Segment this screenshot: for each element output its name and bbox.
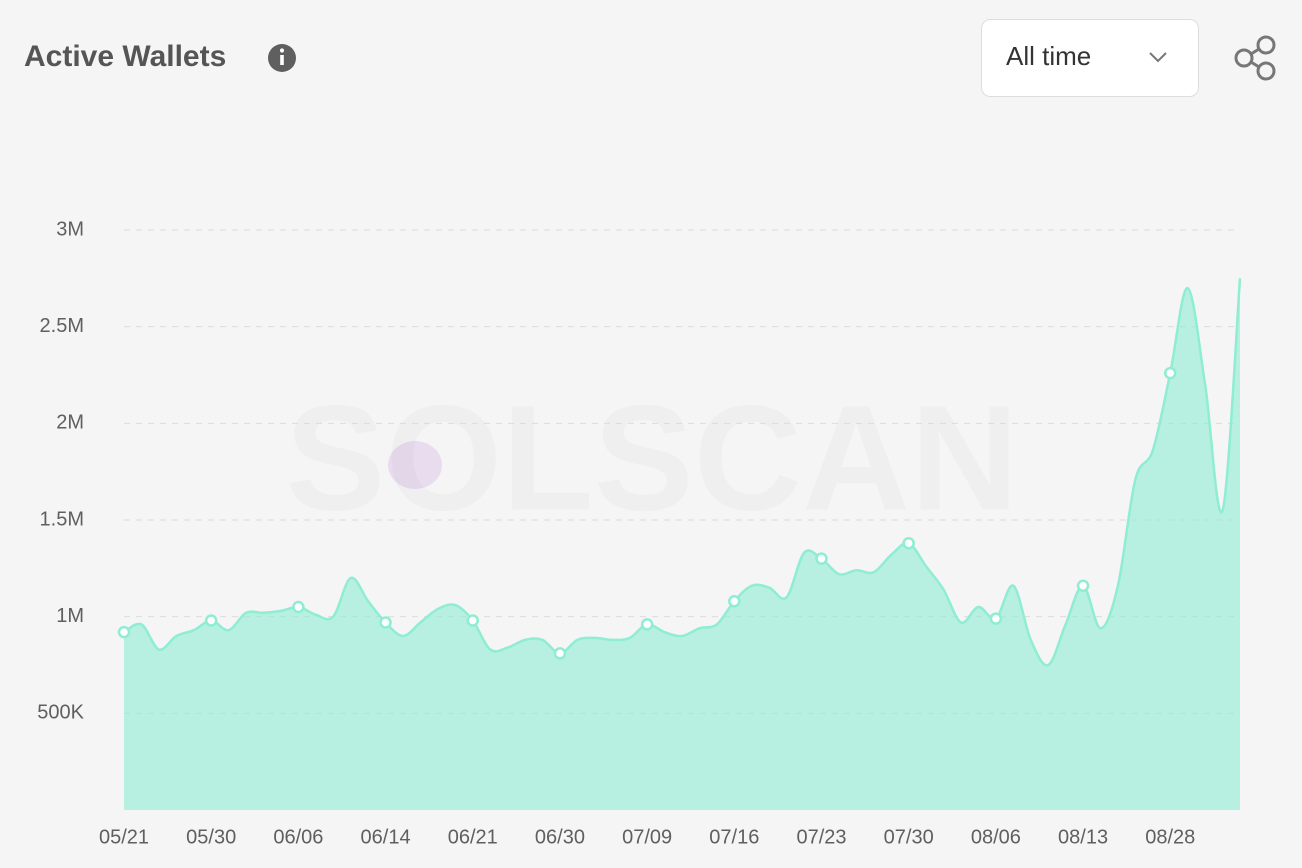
y-tick-label: 1.5M: [40, 508, 84, 530]
x-tick-label: 08/28: [1145, 826, 1195, 848]
y-tick-label: 2M: [56, 412, 84, 434]
watermark-text: SOLSCAN: [285, 374, 1018, 542]
point-marker: [1076, 579, 1090, 592]
x-tick-label: 07/30: [884, 826, 934, 848]
x-tick-label: 07/09: [622, 826, 672, 848]
y-tick-label: 500K: [37, 702, 84, 724]
y-tick-label: 3M: [56, 218, 84, 240]
range-dropdown[interactable]: All time: [981, 19, 1199, 97]
x-tick-label: 05/21: [99, 826, 149, 848]
point-marker: [204, 614, 218, 627]
x-tick-label: 06/30: [535, 826, 585, 848]
point-marker: [989, 612, 1003, 625]
watermark: SOLSCAN: [285, 374, 1018, 542]
point-marker: [815, 552, 828, 565]
x-tick-label: 08/13: [1058, 826, 1108, 848]
chart-title: Active Wallets: [24, 40, 226, 73]
point-marker: [728, 594, 741, 608]
share-button[interactable]: [1234, 35, 1276, 81]
dropdown-label: All time: [1006, 41, 1091, 71]
point-marker: [902, 536, 915, 550]
y-tick-label: 1M: [56, 605, 84, 627]
info-icon[interactable]: [268, 44, 296, 72]
point-marker: [466, 614, 479, 627]
x-tick-label: 07/23: [796, 826, 846, 848]
x-tick-label: 08/06: [971, 826, 1021, 848]
point-marker: [553, 647, 567, 660]
point-marker: [379, 616, 392, 629]
y-tick-label: 2.5M: [40, 315, 84, 337]
x-tick-label: 06/14: [361, 826, 411, 848]
area: [124, 278, 1240, 810]
point-marker: [292, 600, 305, 614]
point-marker: [117, 625, 131, 639]
x-tick-label: 06/06: [273, 826, 323, 848]
point-marker: [640, 618, 654, 631]
x-tick-label: 06/21: [448, 826, 498, 848]
x-tick-label: 07/16: [709, 826, 759, 848]
x-tick-label: 05/30: [186, 826, 236, 848]
point-marker: [1164, 366, 1177, 380]
